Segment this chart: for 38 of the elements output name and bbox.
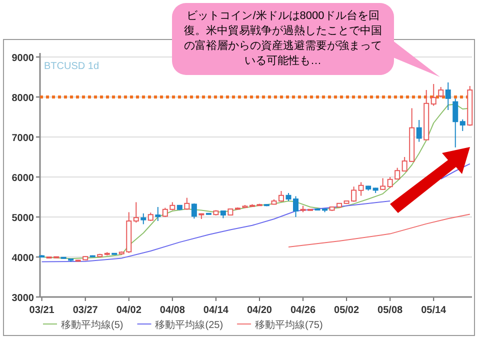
y-tick-label: 8000 — [12, 93, 34, 104]
y-tick-label: 3000 — [12, 293, 34, 304]
y-tick-label: 4000 — [12, 253, 34, 264]
y-tick-label: 9000 — [12, 53, 34, 64]
candlestick — [155, 206, 161, 222]
x-tick-label: 04/14 — [203, 305, 229, 316]
y-tick-label: 6000 — [12, 173, 34, 184]
x-tick-label: 04/02 — [116, 305, 142, 316]
y-tick-label: 7000 — [12, 133, 34, 144]
candlestick — [460, 118, 466, 132]
line-series — [288, 214, 470, 248]
x-tick-label: 04/08 — [160, 305, 186, 316]
x-tick-label: 04/20 — [246, 305, 272, 316]
candlestick — [445, 82, 451, 110]
x-tick-label: 04/26 — [290, 305, 316, 316]
candlestick — [380, 178, 386, 190]
candlestick — [133, 202, 139, 224]
y-tick-label: 5000 — [12, 213, 34, 224]
candlestick — [140, 212, 146, 225]
candlestick — [278, 190, 284, 202]
candlestick — [191, 202, 197, 220]
x-tick-label: 03/27 — [72, 305, 98, 316]
candlestick — [184, 197, 190, 210]
candlestick — [416, 120, 422, 142]
candlestick — [293, 196, 298, 218]
candlestick — [430, 84, 436, 106]
legend-label: 移動平均線(25) — [155, 319, 224, 331]
candlestick — [438, 86, 444, 98]
x-tick-label: 05/08 — [378, 305, 404, 316]
annotation: ビットコイン/米ドルは8000ドル台を回復。米中貿易戦争が過熱したことで中国の富裕層からの資産逃避需要が強まっている可能性も… — [183, 9, 383, 69]
x-tick-label: 05/14 — [421, 305, 447, 316]
x-tick-label: 03/21 — [29, 305, 55, 316]
x-tick-label: 05/02 — [334, 305, 360, 316]
candlestick — [452, 98, 458, 148]
legend-label: 移動平均線(5) — [61, 319, 124, 331]
legend-label: 移動平均線(75) — [255, 319, 323, 331]
annotation: BTCUSD 1d — [44, 61, 100, 72]
candlestick — [358, 182, 364, 196]
